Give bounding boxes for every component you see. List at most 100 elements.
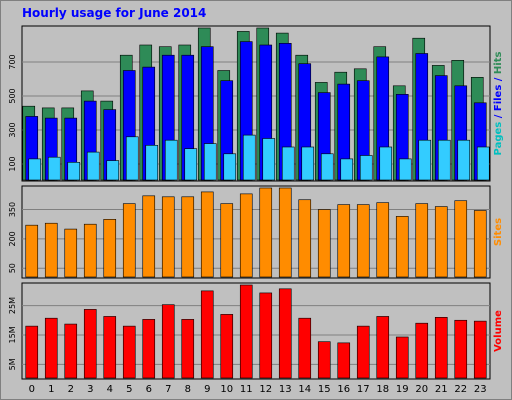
bar-sites [434, 206, 448, 278]
bar-sites [317, 209, 331, 278]
y-tick-label: 25M [8, 297, 17, 314]
bar-volume [376, 316, 390, 379]
bar-pages [281, 146, 295, 181]
x-tick-label: 17 [357, 384, 370, 395]
bar-sites [200, 191, 214, 278]
x-tick-label: 5 [126, 384, 132, 395]
axis-label-part: Hits [493, 52, 504, 75]
bar-volume [356, 325, 370, 379]
bar-volume [317, 341, 331, 379]
x-tick-label: 16 [337, 384, 350, 395]
bar-pages [476, 146, 490, 181]
x-tick-label: 15 [318, 384, 331, 395]
bar-sites [473, 210, 487, 278]
bar-volume [454, 319, 468, 379]
bar-sites [415, 203, 429, 278]
bar-pages [340, 158, 354, 181]
bar-sites [298, 199, 312, 278]
bar-sites [220, 203, 234, 278]
bar-volume [278, 288, 292, 379]
bar-volume [122, 325, 136, 379]
bar-volume [395, 336, 409, 379]
bar-sites [395, 216, 409, 278]
bar-volume [64, 323, 78, 379]
bar-pages [398, 158, 412, 181]
y-tick-label: 350 [8, 202, 17, 217]
chart-panel-0: 100 300 500 700 Pages / Files / Hits [8, 25, 504, 182]
x-tick-label: 8 [185, 384, 191, 395]
bar-pages [145, 145, 159, 181]
bar-volume [415, 322, 429, 379]
bar-pages [184, 148, 198, 181]
bar-volume [298, 317, 312, 379]
x-tick-label: 23 [474, 384, 487, 395]
x-tick-label: 4 [107, 384, 113, 395]
bar-pages [359, 155, 373, 181]
bar-sites [259, 187, 273, 278]
chart-panel-1: 50 200 350 Sites [8, 185, 504, 279]
chart-panel-2: 5M 15M 25M Volume [8, 282, 504, 380]
y-tick-label: 500 [8, 88, 17, 103]
bar-sites [122, 203, 136, 278]
bar-sites [337, 204, 351, 278]
axis-label: Volume [493, 310, 504, 352]
bar-sites [64, 228, 78, 278]
bar-volume [473, 320, 487, 379]
x-tick-label: 2 [68, 384, 74, 395]
bar-sites [239, 193, 253, 278]
x-tick-label: 21 [435, 384, 448, 395]
y-tick-label: 200 [8, 231, 17, 246]
bar-volume [142, 319, 156, 379]
x-tick-label: 13 [279, 384, 292, 395]
bar-pages [47, 156, 61, 181]
y-tick-label: 700 [8, 54, 17, 69]
axis-label: Sites [493, 218, 504, 246]
axis-label-part: Files [493, 85, 504, 111]
x-tick-label: 19 [396, 384, 409, 395]
bar-pages [301, 146, 315, 181]
bar-sites [181, 196, 195, 278]
bar-pages [164, 139, 178, 181]
bar-pages [320, 153, 334, 181]
bar-pages [203, 143, 217, 181]
bar-pages [125, 136, 139, 181]
bar-volume [220, 314, 234, 379]
bar-pages [67, 162, 81, 181]
bar-volume [200, 290, 214, 379]
x-tick-label: 18 [376, 384, 389, 395]
y-tick-label: 300 [8, 122, 17, 137]
bar-sites [103, 219, 117, 278]
y-tick-label: 100 [8, 156, 17, 171]
bar-volume [337, 342, 351, 379]
bar-volume [103, 316, 117, 379]
bar-volume [161, 304, 175, 379]
plot-area [21, 282, 491, 380]
bar-pages [28, 158, 42, 181]
x-tick-label: 12 [259, 384, 272, 395]
bar-pages [262, 138, 276, 181]
bar-pages [379, 146, 393, 181]
x-tick-label: 10 [220, 384, 233, 395]
bar-sites [44, 222, 58, 278]
bar-sites [83, 223, 97, 278]
bar-volume [181, 319, 195, 379]
bar-pages [457, 139, 471, 181]
y-tick-label: 5M [8, 358, 17, 370]
axis-label: Pages / Files / Hits [493, 52, 504, 156]
bar-pages [242, 134, 256, 181]
bar-pages [437, 139, 451, 181]
axis-label-part: / [493, 111, 504, 122]
bar-volume [83, 309, 97, 379]
x-tick-label: 7 [165, 384, 171, 395]
plot-area [21, 25, 491, 182]
bar-sites [376, 202, 390, 278]
x-tick-label: 6 [146, 384, 152, 395]
axis-label-part: / [493, 74, 504, 85]
x-tick-label: 20 [415, 384, 428, 395]
bar-pages [418, 139, 432, 181]
bar-sites [278, 187, 292, 278]
bar-sites [142, 195, 156, 278]
chart-title: Hourly usage for June 2014 [22, 6, 207, 20]
